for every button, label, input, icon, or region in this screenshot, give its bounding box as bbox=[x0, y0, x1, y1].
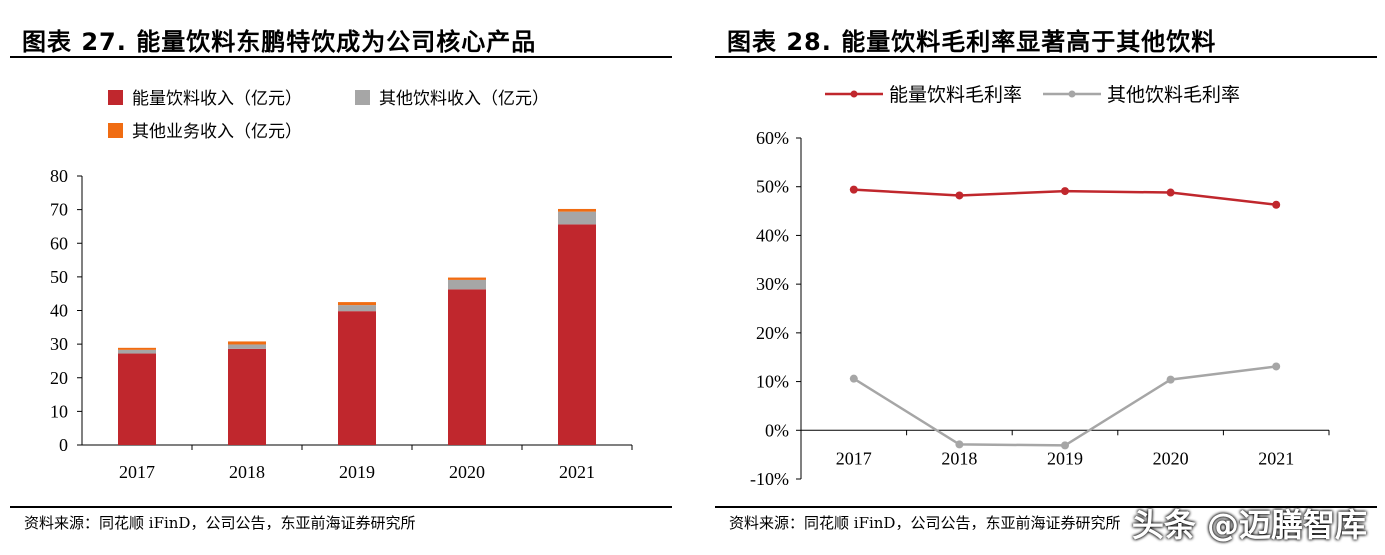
point-2020-series-0 bbox=[1166, 188, 1175, 197]
bar-2021-series-0 bbox=[558, 224, 596, 445]
point-2019-series-0 bbox=[1061, 187, 1069, 196]
bar-2020-series-1 bbox=[448, 279, 486, 290]
x-tick-label: 2021 bbox=[1258, 448, 1294, 468]
y-tick-label: 0% bbox=[765, 420, 789, 440]
series-line-1 bbox=[853, 365, 1277, 447]
legend-swatch-0 bbox=[108, 90, 123, 105]
legend-label-2: 其他业务收入（亿元） bbox=[132, 122, 302, 142]
x-tick-label: 2019 bbox=[339, 462, 375, 482]
x-tick-label: 2020 bbox=[1153, 448, 1189, 468]
y-tick-label: 40% bbox=[756, 225, 789, 245]
bar-2017-series-2 bbox=[118, 347, 156, 350]
bar-2020-series-2 bbox=[448, 277, 486, 280]
legend-marker-1 bbox=[1068, 90, 1076, 98]
legend-marker-0 bbox=[850, 90, 858, 98]
y-tick-label: 30% bbox=[756, 274, 789, 294]
y-tick-label: 30 bbox=[50, 334, 68, 354]
point-2021-series-1 bbox=[1272, 362, 1281, 371]
left-chart-title: 图表 27. 能量饮料东鹏特饮成为公司核心产品 bbox=[22, 28, 537, 56]
y-tick-label: 80 bbox=[50, 166, 68, 186]
legend-label-1: 其他饮料收入（亿元） bbox=[379, 89, 549, 109]
y-tick-label: -10% bbox=[750, 469, 789, 489]
right-source-rule bbox=[715, 506, 1377, 508]
point-2019-series-1 bbox=[1061, 441, 1069, 450]
point-2017-series-0 bbox=[849, 185, 858, 194]
bar-2019-series-2 bbox=[338, 302, 376, 306]
y-tick-label: 60% bbox=[756, 128, 789, 148]
right-chart-title: 图表 28. 能量饮料毛利率显著高于其他饮料 bbox=[727, 28, 1217, 56]
x-tick-label: 2019 bbox=[1047, 448, 1083, 468]
y-tick-label: 50% bbox=[756, 177, 789, 197]
legend-label-1: 其他饮料毛利率 bbox=[1107, 84, 1240, 106]
y-tick-label: 10 bbox=[50, 401, 68, 421]
x-tick-label: 2021 bbox=[559, 462, 595, 482]
y-tick-label: 10% bbox=[756, 372, 789, 392]
x-tick-label: 2018 bbox=[941, 448, 977, 468]
bar-2018-series-2 bbox=[228, 341, 266, 345]
bar-2021-series-2 bbox=[558, 208, 596, 212]
line-chart: 能量饮料毛利率 其他饮料毛利率 -10% 0% 10% 20% 30% 40% 50% 60% 20… bbox=[750, 84, 1330, 489]
point-2018-series-0 bbox=[955, 191, 964, 200]
bar-2021-series-1 bbox=[558, 211, 596, 225]
x-tick-label: 2017 bbox=[119, 462, 155, 482]
x-tick-label: 2017 bbox=[836, 448, 872, 468]
bar-2017-series-1 bbox=[118, 349, 156, 354]
point-2020-series-1 bbox=[1166, 375, 1175, 384]
left-title-rule bbox=[10, 56, 672, 58]
bar-2017-series-0 bbox=[118, 353, 156, 445]
left-source-note: 资料来源：同花顺 iFinD，公司公告，东亚前海证券研究所 bbox=[24, 514, 416, 532]
bar-2019-series-0 bbox=[338, 311, 376, 445]
stacked-bar-chart: 能量饮料收入（亿元） 其他饮料收入（亿元） 其他业务收入（亿元） 0 10 20 30 40 5… bbox=[50, 89, 633, 482]
point-2018-series-1 bbox=[955, 440, 964, 449]
legend-label-0: 能量饮料毛利率 bbox=[889, 84, 1022, 106]
legend-label-0: 能量饮料收入（亿元） bbox=[132, 89, 302, 109]
y-tick-label: 70 bbox=[50, 200, 68, 220]
legend-swatch-2 bbox=[108, 123, 123, 138]
bar-2020-series-0 bbox=[448, 289, 486, 445]
y-tick-label: 60 bbox=[50, 233, 68, 253]
bar-2019-series-1 bbox=[338, 305, 376, 312]
legend-swatch-1 bbox=[355, 90, 370, 105]
watermark: 头条 @迈膳智库 bbox=[1131, 506, 1367, 544]
y-tick-label: 20% bbox=[756, 323, 789, 343]
right-title-rule bbox=[715, 56, 1377, 58]
y-tick-label: 50 bbox=[50, 267, 68, 287]
right-source-note: 资料来源：同花顺 iFinD，公司公告，东亚前海证券研究所 bbox=[729, 514, 1121, 532]
y-tick-label: 40 bbox=[50, 301, 68, 321]
x-tick-label: 2018 bbox=[229, 462, 265, 482]
point-2017-series-1 bbox=[849, 374, 858, 383]
left-source-rule bbox=[10, 506, 672, 508]
right-chart-panel: 图表 28. 能量饮料毛利率显著高于其他饮料 能量饮料毛利率 其他饮料毛利率 -10… bbox=[705, 0, 1385, 555]
bar-2018-series-1 bbox=[228, 344, 266, 349]
left-chart-panel: 图表 27. 能量饮料东鹏特饮成为公司核心产品 能量饮料收入（亿元） 其他饮料收入… bbox=[0, 0, 680, 555]
x-tick-label: 2020 bbox=[449, 462, 485, 482]
bar-2018-series-0 bbox=[228, 348, 266, 445]
point-2021-series-0 bbox=[1272, 200, 1281, 209]
y-tick-label: 0 bbox=[59, 435, 68, 455]
y-tick-label: 20 bbox=[50, 368, 68, 388]
